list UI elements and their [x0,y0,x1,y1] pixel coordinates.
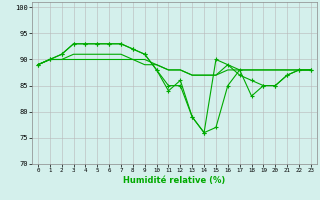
X-axis label: Humidité relative (%): Humidité relative (%) [123,176,226,185]
